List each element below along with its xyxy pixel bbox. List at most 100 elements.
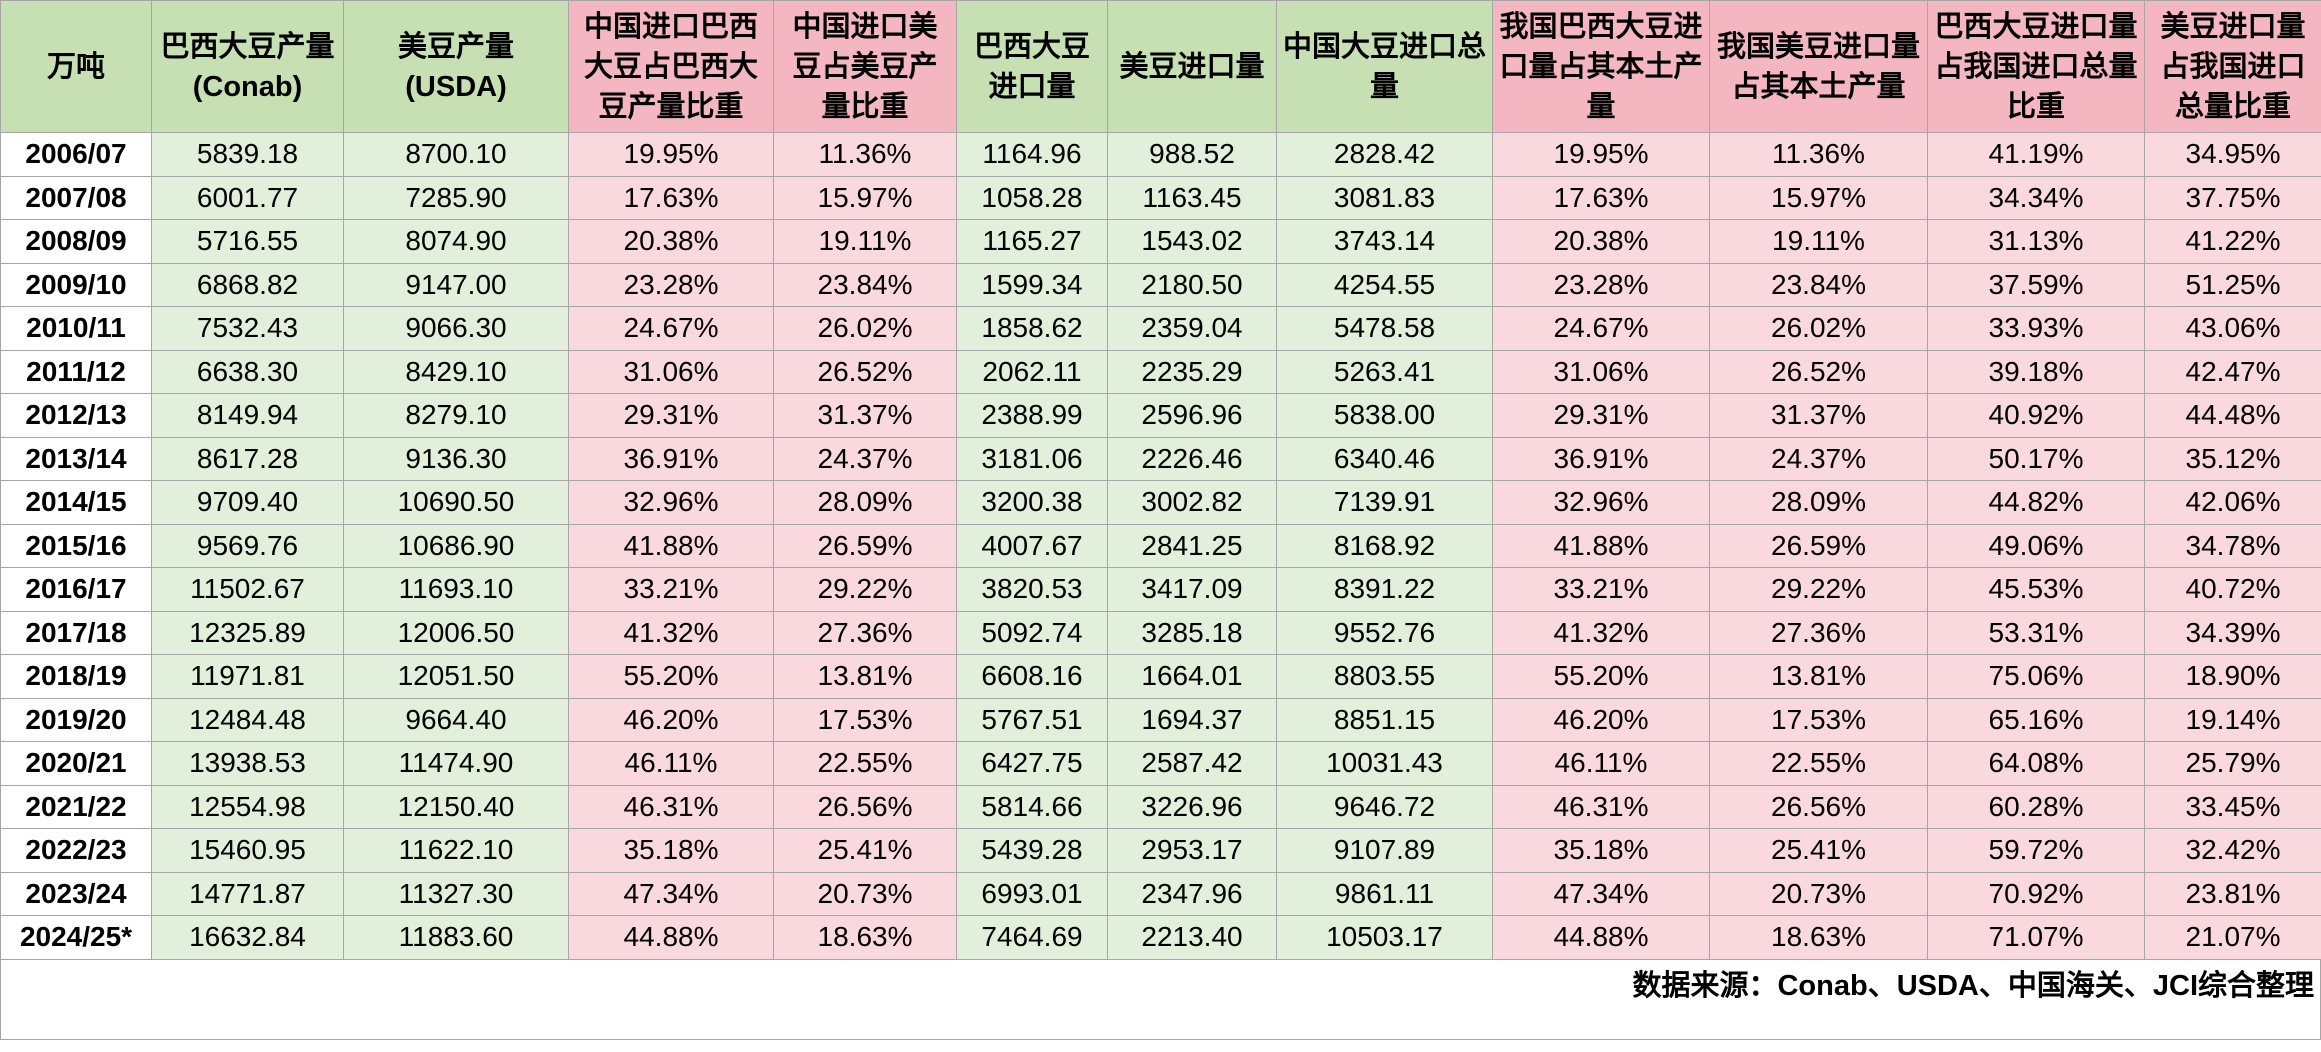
table-cell: 24.37%	[1709, 436, 1928, 481]
table-row: 2013/14 8617.28 9136.30 36.91% 24.37% 3181.06…	[0, 436, 2321, 481]
column-header-label: 巴西大豆产量(Conab)	[160, 30, 335, 103]
table-cell: 34.34%	[1927, 175, 2145, 220]
table-cell: 2347.96	[1107, 871, 1277, 916]
table-cell: 4007.67	[956, 523, 1108, 568]
table-cell: 2388.99	[956, 393, 1108, 438]
table-cell: 35.18%	[1492, 828, 1710, 873]
table-cell: 17.53%	[1709, 697, 1928, 742]
table-cell: 19.95%	[568, 132, 774, 177]
table-cell: 6608.16	[956, 654, 1108, 699]
table-cell: 2213.40	[1107, 915, 1277, 960]
table-cell: 46.20%	[1492, 697, 1710, 742]
table-cell: 17.53%	[773, 697, 957, 742]
table-cell: 9136.30	[343, 436, 569, 481]
table-row: 2019/20 12484.48 9664.40 46.20% 17.53% 5767.5…	[0, 697, 2321, 742]
table-cell: 36.91%	[568, 436, 774, 481]
table-cell: 7139.91	[1276, 480, 1493, 525]
row-year-cell: 2022/23	[0, 828, 152, 873]
table-cell: 41.32%	[568, 610, 774, 655]
table-cell: 5838.00	[1276, 393, 1493, 438]
table-cell: 53.31%	[1927, 610, 2145, 655]
column-header-label: 巴西大豆进口量	[973, 30, 1090, 103]
column-header-label: 我国美豆进口量占其本土产量	[1716, 30, 1920, 103]
row-year-cell: 2016/17	[0, 567, 152, 612]
table-cell: 18.63%	[773, 915, 957, 960]
table-cell: 1164.96	[956, 132, 1108, 177]
table-cell: 31.13%	[1927, 219, 2145, 264]
table-cell: 35.18%	[568, 828, 774, 873]
table-cell: 31.06%	[1492, 349, 1710, 394]
table-cell: 64.08%	[1927, 741, 2145, 786]
table-cell: 21.07%	[2144, 915, 2321, 960]
table-cell: 2359.04	[1107, 306, 1277, 351]
table-cell: 32.42%	[2144, 828, 2321, 873]
table-cell: 8429.10	[343, 349, 569, 394]
table-cell: 29.31%	[568, 393, 774, 438]
table-cell: 42.47%	[2144, 349, 2321, 394]
table-row: 2023/24 14771.87 11327.30 47.34% 20.73% 6993.…	[0, 871, 2321, 916]
table-cell: 12150.40	[343, 784, 569, 829]
table-cell: 20.38%	[568, 219, 774, 264]
table-cell: 40.92%	[1927, 393, 2145, 438]
table-cell: 3285.18	[1107, 610, 1277, 655]
table-cell: 26.56%	[773, 784, 957, 829]
table-cell: 1165.27	[956, 219, 1108, 264]
table-cell: 8803.55	[1276, 654, 1493, 699]
table-cell: 9664.40	[343, 697, 569, 742]
table-cell: 2953.17	[1107, 828, 1277, 873]
table-cell: 29.22%	[1709, 567, 1928, 612]
table-cell: 11.36%	[1709, 132, 1928, 177]
table-cell: 2828.42	[1276, 132, 1493, 177]
table-cell: 47.34%	[1492, 871, 1710, 916]
table-cell: 43.06%	[2144, 306, 2321, 351]
table-cell: 46.11%	[1492, 741, 1710, 786]
column-header: 巴西大豆进口量占我国进口总量比重	[1927, 0, 2145, 133]
table-row: 2021/22 12554.98 12150.40 46.31% 26.56% 5814.…	[0, 784, 2321, 829]
table-cell: 15.97%	[773, 175, 957, 220]
table-cell: 19.11%	[1709, 219, 1928, 264]
table-cell: 20.73%	[773, 871, 957, 916]
table-cell: 36.91%	[1492, 436, 1710, 481]
table-body: 2006/07 5839.18 8700.10 19.95% 11.36% 1164.96…	[0, 132, 2321, 960]
row-year-cell: 2012/13	[0, 393, 152, 438]
table-cell: 46.31%	[1492, 784, 1710, 829]
table-cell: 24.37%	[773, 436, 957, 481]
table-cell: 13938.53	[151, 741, 344, 786]
column-header-label: 万吨	[46, 50, 105, 83]
table-cell: 24.67%	[568, 306, 774, 351]
table-cell: 11971.81	[151, 654, 344, 699]
table-cell: 59.72%	[1927, 828, 2145, 873]
header-row: 万吨 巴西大豆产量(Conab) 美豆产量(USDA) 中国进口巴西大豆占巴西大豆产量…	[0, 0, 2321, 133]
table-row: 2008/09 5716.55 8074.90 20.38% 19.11% 1165.27…	[0, 219, 2321, 264]
data-source-note: 数据来源：Conab、USDA、中国海关、JCI综合整理	[0, 959, 2321, 1040]
table-cell: 27.36%	[1709, 610, 1928, 655]
row-year-cell: 2009/10	[0, 262, 152, 307]
table-cell: 15460.95	[151, 828, 344, 873]
table-cell: 41.22%	[2144, 219, 2321, 264]
soybean-data-table: 万吨 巴西大豆产量(Conab) 美豆产量(USDA) 中国进口巴西大豆占巴西大豆产量…	[0, 0, 2321, 960]
table-cell: 29.31%	[1492, 393, 1710, 438]
table-cell: 41.88%	[1492, 523, 1710, 568]
table-cell: 12484.48	[151, 697, 344, 742]
table-cell: 23.28%	[1492, 262, 1710, 307]
table-cell: 1599.34	[956, 262, 1108, 307]
table-cell: 17.63%	[568, 175, 774, 220]
table-cell: 34.95%	[2144, 132, 2321, 177]
table-cell: 22.55%	[773, 741, 957, 786]
table-cell: 31.37%	[1709, 393, 1928, 438]
row-year-cell: 2014/15	[0, 480, 152, 525]
column-header-label: 巴西大豆进口量占我国进口总量比重	[1934, 10, 2138, 123]
table-row: 2009/10 6868.82 9147.00 23.28% 23.84% 1599.34…	[0, 262, 2321, 307]
table-cell: 44.88%	[568, 915, 774, 960]
table-row: 2006/07 5839.18 8700.10 19.95% 11.36% 1164.96…	[0, 132, 2321, 177]
column-header-label: 中国进口美豆占美豆产量比重	[792, 10, 938, 123]
table-cell: 11502.67	[151, 567, 344, 612]
table-cell: 11.36%	[773, 132, 957, 177]
table-cell: 3417.09	[1107, 567, 1277, 612]
table-cell: 49.06%	[1927, 523, 2145, 568]
table-cell: 9569.76	[151, 523, 344, 568]
table-cell: 8168.92	[1276, 523, 1493, 568]
table-row: 2018/19 11971.81 12051.50 55.20% 13.81% 6608.…	[0, 654, 2321, 699]
table-cell: 37.75%	[2144, 175, 2321, 220]
row-year-cell: 2021/22	[0, 784, 152, 829]
